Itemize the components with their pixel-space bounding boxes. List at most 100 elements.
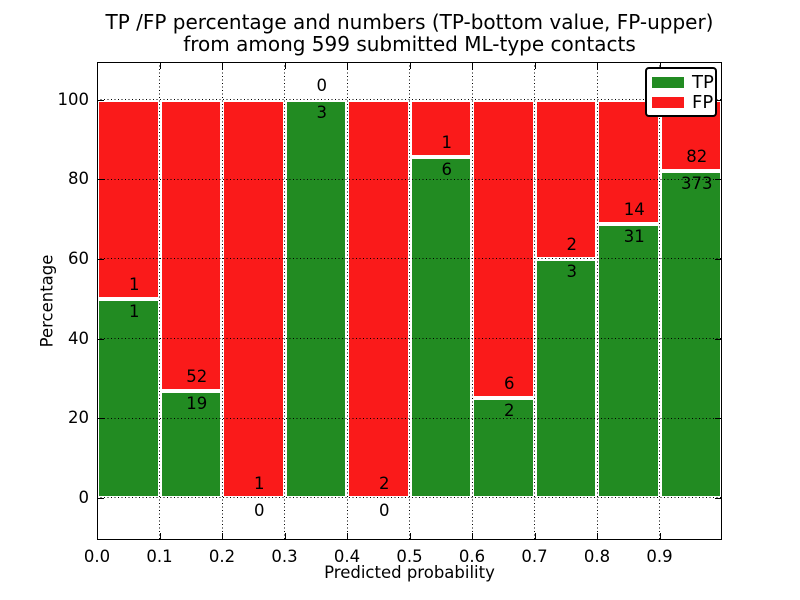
y-tick-mark-right [715,99,721,101]
tp-count-label: 6 [441,159,453,179]
bar-segment-fp [97,99,160,299]
y-tick-label: 100 [57,89,90,109]
tp-count-label: 2 [504,401,515,421]
y-tick-mark-right [715,338,721,340]
gridline-vertical [471,62,473,540]
fp-count-label: 1 [441,132,453,152]
bar-segment-fp [472,99,535,399]
bar-segment-tp [597,223,660,498]
y-tick-label: 80 [68,169,89,189]
x-tick-mark-bottom [284,533,286,539]
fp-count-label: 0 [316,75,328,95]
fp-count-label: 1 [129,274,140,294]
x-tick-mark-top [659,63,661,69]
x-tick-mark-top [534,63,536,69]
x-tick-mark-bottom [97,533,98,539]
x-tick-mark-bottom [534,533,536,539]
tp-count-label: 1 [129,301,140,321]
x-tick-mark-bottom [222,533,223,539]
tp-count-label: 373 [681,174,713,194]
x-tick-mark-top [159,63,161,69]
legend-label-tp: TP [692,71,714,93]
bar-segment-tp [659,171,722,498]
legend-item-fp: FP [652,91,714,113]
fp-count-label: 14 [623,199,645,219]
fp-count-label: 2 [566,234,578,254]
legend: TP FP [645,67,717,117]
x-tick-mark-bottom [409,533,411,539]
gridline-vertical [534,62,535,540]
bar-segment-fp [347,99,410,498]
bar-segment-tp [409,156,472,498]
x-tick-mark-top [472,63,473,69]
x-tick-mark-top [284,63,286,69]
y-tick-label: 20 [68,408,89,428]
x-tick-mark-top [347,63,348,69]
gridline-horizontal [97,178,722,180]
fp-count-label: 6 [504,374,515,394]
gridline-horizontal [97,258,722,260]
gridline-vertical [346,62,348,540]
legend-label-fp: FP [692,91,714,113]
gridline-horizontal [97,417,722,419]
gridline-horizontal [97,99,722,101]
x-tick-mark-top [97,63,98,69]
x-tick-mark-bottom [159,533,161,539]
x-tick-label: 0.1 [146,547,173,566]
gridline-horizontal [97,338,722,340]
x-tick-label: 0.9 [646,547,673,566]
x-axis-label: Predicted probability [324,563,495,582]
x-tick-mark-top [222,63,223,69]
gridline-vertical [409,62,410,540]
y-tick-label: 0 [78,487,90,507]
tp-count-label: 31 [623,226,645,246]
fp-count-label: 1 [254,473,265,493]
x-tick-label: 0.8 [583,547,611,566]
x-tick-label: 0.0 [83,547,111,566]
bar-segment-fp [597,99,660,224]
x-tick-mark-top [597,63,598,69]
x-tick-mark-top [409,63,411,69]
x-tick-label: 0.4 [333,547,361,566]
gridline-vertical [159,62,160,540]
y-tick-mark-right [715,258,721,260]
y-tick-mark-left [98,179,104,181]
plot-area: 1 1 52 19 1 0 0 3 2 0 1 6 6 2 2 3 14 31 82 373 [97,62,722,540]
bar-segment-fp [222,99,285,498]
fp-count-label: 52 [186,367,208,387]
bar-segment-tp [472,398,535,498]
chart-title-line1: TP /FP percentage and numbers (TP-bottom… [105,10,714,34]
x-tick-label: 0.5 [396,547,423,566]
x-tick-label: 0.6 [458,547,486,566]
y-tick-label: 40 [68,328,89,348]
tp-count-label: 0 [379,500,390,520]
gridline-vertical [659,62,660,540]
gridline-horizontal [97,497,722,499]
x-tick-label: 0.7 [521,547,548,566]
tp-count-label: 3 [566,261,578,281]
x-tick-mark-bottom [347,533,348,539]
gridline-vertical [596,62,598,540]
fp-count-label: 2 [379,473,390,493]
x-tick-mark-bottom [659,533,661,539]
x-tick-mark-top [721,63,722,69]
x-tick-mark-bottom [721,533,722,539]
bar-segment-tp [284,99,347,498]
y-tick-mark-right [715,497,721,499]
y-tick-mark-right [715,179,721,181]
y-tick-mark-left [98,497,104,499]
chart-title-line2: from among 599 submitted ML-type contact… [183,32,636,56]
y-tick-mark-left [98,418,104,420]
bar-segment-tp [534,258,597,498]
y-tick-mark-right [715,418,721,420]
y-tick-mark-left [98,99,104,101]
bar-segment-tp [159,391,222,498]
tp-color-swatch [652,76,684,88]
x-tick-mark-bottom [597,533,598,539]
bar-segment-fp [159,99,222,392]
legend-item-tp: TP [652,72,714,92]
x-tick-mark-bottom [472,533,473,539]
fp-color-swatch [652,96,684,108]
tp-count-label: 19 [186,394,208,414]
